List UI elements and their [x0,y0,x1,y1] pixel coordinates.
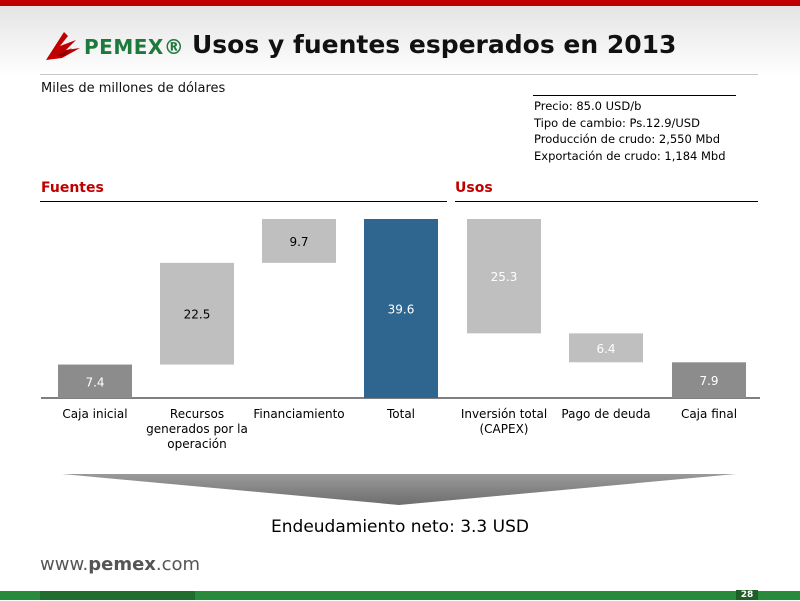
category-label-line: Recursos [169,407,225,421]
category-label-line: operación [167,437,227,451]
sources-rule [40,201,447,202]
category-label-line: Caja final [680,407,738,421]
assumption-price: Precio: 85.0 USD/b [534,99,642,113]
category-label-line: Caja inicial [62,407,128,421]
sources-heading: Fuentes [41,180,104,196]
net-debt-label: Endeudamiento neto [271,517,450,537]
units-subtitle: Miles de millones de dólares [41,81,226,96]
bar-3 [364,219,438,398]
footer-website-link[interactable]: www.pemex.com [40,554,201,575]
category-label-1: Recursos generados por la operación [142,407,252,452]
footer-bar-accent [40,591,195,600]
header-divider [40,74,758,75]
bar-value-label-3: 39.6 [388,303,415,317]
top-accent-bar [0,0,800,6]
assumptions-rule [533,95,736,96]
category-label-6: Caja final [654,407,764,422]
bar-5 [569,333,643,363]
bar-0 [58,364,132,398]
bar-value-label-2: 9.7 [289,235,308,249]
bar-value-label-0: 7.4 [85,375,104,389]
bar-4 [467,219,541,334]
bar-value-label-6: 7.9 [699,374,718,388]
assumptions-box: Precio: 85.0 USD/b Tipo de cambio: Ps.12… [534,98,726,164]
assumption-exports: Exportación de crudo: 1,184 Mbd [534,148,726,163]
pemex-eagle-logo-icon [46,32,80,60]
bar-6 [672,362,746,398]
footer-bar [0,591,800,600]
pemex-logo-text: PEMEX® [84,35,185,59]
uses-rule [455,201,758,202]
page-title: Usos y fuentes esperados en 2013 [192,30,677,59]
category-label-line: Financiamiento [253,407,345,421]
category-label-line: Pago de deuda [561,407,651,421]
category-label-3: Total [346,407,456,422]
net-debt-value: 3.3 USD [460,517,529,537]
category-label-line: Inversión total [460,407,548,421]
bar-2 [262,219,336,263]
bar-value-label-4: 25.3 [491,270,518,284]
net-debt-text: Endeudamiento neto: 3.3 USD [271,517,529,537]
category-label-line: generados por la [146,422,248,436]
header-background [0,6,800,76]
bar-1 [160,262,234,365]
assumption-production: Producción de crudo: 2,550 Mbd [534,132,720,146]
category-label-line: Total [386,407,416,421]
assumption-exchange-rate: Tipo de cambio: Ps.12.9/USD [534,115,700,130]
uses-heading: Usos [455,180,493,196]
page-number: 28 [736,590,758,600]
category-label-4: Inversión total (CAPEX) [449,407,559,437]
category-label-2: Financiamiento [244,407,354,422]
bar-value-label-5: 6.4 [596,342,615,356]
category-label-5: Pago de deuda [551,407,661,422]
category-label-line: (CAPEX) [479,422,529,436]
bar-value-label-1: 22.5 [184,308,211,322]
category-label-0: Caja inicial [40,407,150,422]
